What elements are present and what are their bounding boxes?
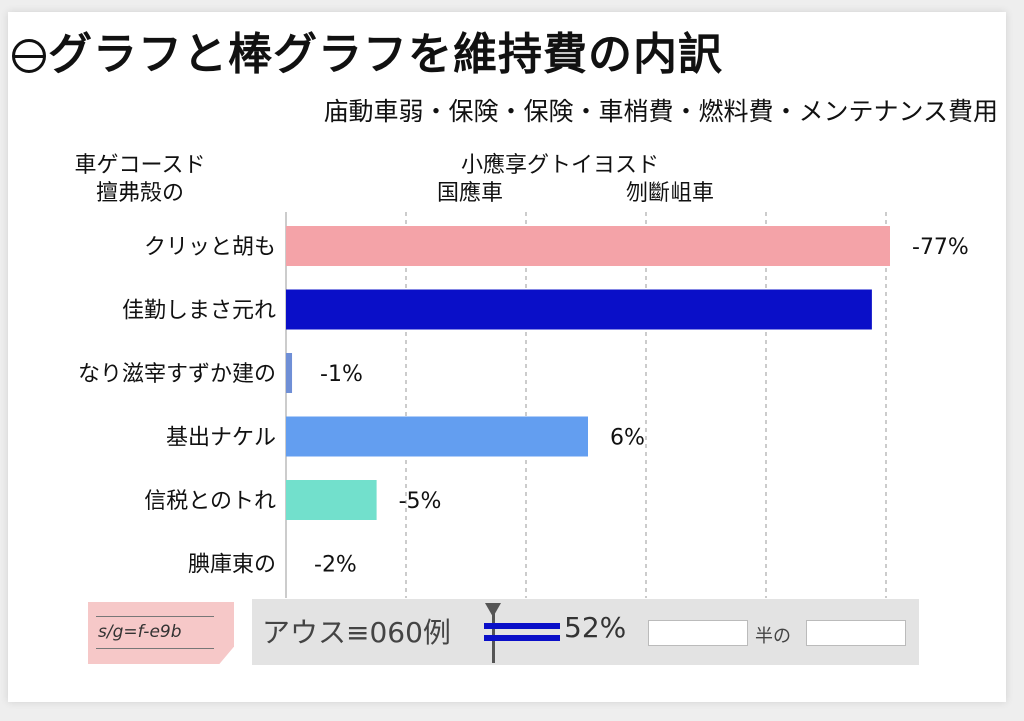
category-label-3: 基出ナケル: [166, 426, 276, 451]
chart-subtitle: 庙動車弱・保険・保険・車梢費・燃料費・メンテナンス費用: [323, 97, 998, 126]
category-label-1: 佳勤しまさ元れ: [122, 299, 276, 324]
status-input-2[interactable]: [806, 620, 906, 646]
status-input-1[interactable]: [648, 620, 748, 646]
category-header-line1: 車ゲコースド: [74, 153, 206, 178]
legend-swatch: [484, 621, 560, 643]
category-header-line2: 擅弗殻の: [95, 181, 184, 206]
data-label-4: -5%: [399, 489, 442, 514]
bar-0: [286, 226, 890, 266]
value-header-sub-left: 国應車: [436, 181, 503, 206]
data-label-5: -2%: [314, 553, 357, 578]
category-label-5: 腆庫東の: [188, 553, 276, 578]
category-label-2: なり滋宰すずか建の: [78, 362, 276, 387]
category-label-4: 信税とのトれ: [144, 489, 276, 514]
status-label: アウス≡060例: [262, 616, 451, 649]
circle-minus-icon: [12, 39, 46, 73]
category-column-header: 車ゲコースド 擅弗殻の: [40, 152, 240, 208]
corner-note-text: s/g=f-e9b: [98, 622, 182, 642]
title-text: グラフと棒グラフを維持費の内訳: [48, 29, 723, 80]
bar-4: [286, 480, 377, 520]
value-column-header: 小應享グトイヨスド: [420, 152, 700, 180]
status-label-secondary: 半の: [755, 626, 791, 647]
chart-title: グラフと棒グラフを維持費の内訳: [12, 18, 723, 82]
pointer-handle-icon[interactable]: [485, 603, 501, 663]
data-label-0: -77%: [912, 235, 969, 260]
corner-note: s/g=f-e9b: [88, 602, 234, 664]
data-label-2: -1%: [320, 362, 363, 387]
status-value: 52%: [564, 611, 627, 644]
status-bar: アウス≡060例 52% 半の: [252, 599, 919, 665]
bar-1: [286, 289, 872, 330]
category-label-0: クリッと胡も: [144, 235, 276, 260]
value-header-sub-right: 刎斷岨車: [625, 181, 714, 206]
data-label-3: 6%: [610, 426, 645, 451]
value-header-line1: 小應享グトイヨスド: [460, 153, 659, 178]
bar-2: [286, 353, 293, 393]
bar-3: [286, 416, 588, 457]
chart-card: [8, 12, 1006, 702]
